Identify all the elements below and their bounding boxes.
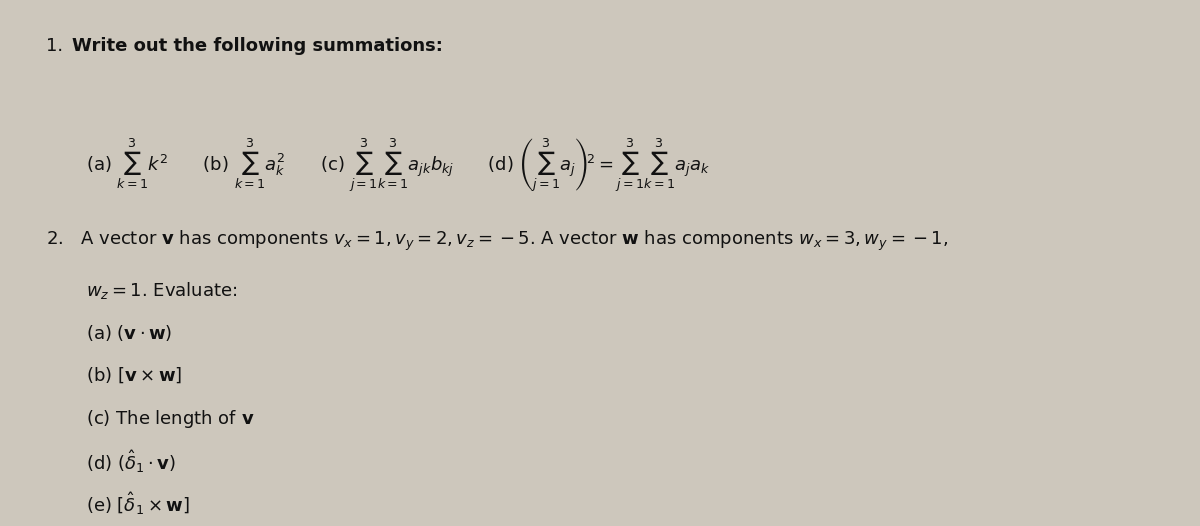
Text: 1.: 1. — [46, 37, 62, 55]
Text: Write out the following summations:: Write out the following summations: — [72, 37, 443, 55]
Text: (b) $[\mathbf{v} \times \mathbf{w}]$: (b) $[\mathbf{v} \times \mathbf{w}]$ — [86, 366, 182, 385]
Text: (a) $\sum_{k=1}^{3} k^2$$\qquad$(b) $\sum_{k=1}^{3} a_k^2$$\qquad$(c) $\sum_{j=1: (a) $\sum_{k=1}^{3} k^2$$\qquad$(b) $\su… — [86, 137, 710, 194]
Text: (a) $(\mathbf{v} \cdot \mathbf{w})$: (a) $(\mathbf{v} \cdot \mathbf{w})$ — [86, 323, 173, 343]
Text: (e) $[\hat{\delta}_1 \times \mathbf{w}]$: (e) $[\hat{\delta}_1 \times \mathbf{w}]$ — [86, 490, 190, 517]
Text: 2.   A vector $\mathbf{v}$ has components $v_x = 1, v_y = 2, v_z = -5$. A vector: 2. A vector $\mathbf{v}$ has components … — [46, 229, 948, 253]
Text: $w_z = 1$. Evaluate:: $w_z = 1$. Evaluate: — [86, 280, 238, 301]
Text: (d) $(\hat{\delta}_1 \cdot \mathbf{v})$: (d) $(\hat{\delta}_1 \cdot \mathbf{v})$ — [86, 448, 176, 475]
Text: (c) The length of $\mathbf{v}$: (c) The length of $\mathbf{v}$ — [86, 408, 254, 430]
